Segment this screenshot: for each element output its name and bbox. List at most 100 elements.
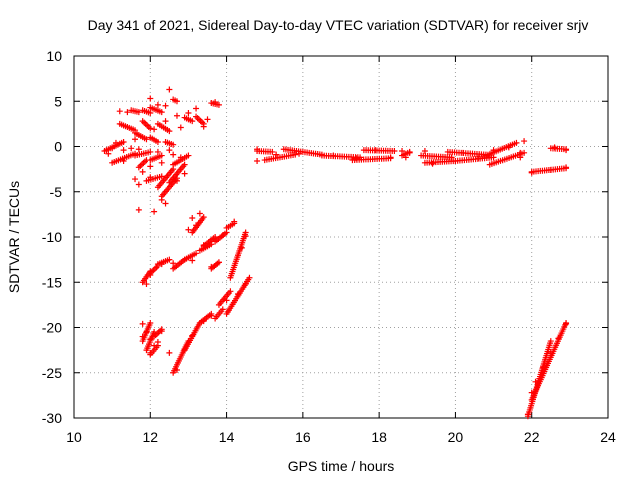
data-point	[391, 148, 398, 155]
data-point	[200, 318, 207, 325]
y-tick-label: 5	[54, 93, 62, 109]
data-point	[330, 152, 337, 159]
data-point	[154, 338, 161, 345]
data-point	[162, 102, 169, 109]
data-point	[162, 118, 169, 125]
y-tick-label: -25	[42, 365, 62, 381]
x-axis-label: GPS time / hours	[288, 458, 395, 474]
data-point	[292, 151, 299, 158]
data-point	[246, 274, 253, 281]
y-tick-labels: 10 5 0 -5 -10 -15 -20 -25 -30	[42, 48, 62, 426]
data-point	[254, 146, 261, 153]
y-tick-label: 0	[54, 139, 62, 155]
data-point	[124, 109, 131, 116]
data-point	[181, 161, 188, 168]
data-point	[143, 136, 150, 143]
data-point	[151, 208, 158, 215]
axis-ticks	[73, 55, 609, 419]
data-point	[147, 148, 154, 155]
data-point	[135, 181, 142, 188]
data-point	[219, 232, 226, 239]
data-point	[158, 261, 165, 268]
data-point	[147, 110, 154, 117]
data-point	[139, 333, 146, 340]
x-tick-label: 14	[219, 429, 235, 445]
data-point	[212, 99, 219, 106]
data-point	[154, 138, 161, 145]
data-point	[189, 214, 196, 221]
data-point	[254, 157, 261, 164]
data-point	[200, 242, 207, 249]
data-point	[528, 169, 535, 176]
data-point	[181, 170, 188, 177]
data-point	[109, 145, 116, 152]
data-point	[547, 338, 554, 345]
y-tick-label: -10	[42, 229, 62, 245]
data-point	[563, 164, 570, 171]
data-point	[147, 95, 154, 102]
data-point	[540, 364, 547, 371]
x-tick-label: 16	[295, 429, 311, 445]
data-point	[132, 176, 139, 183]
data-point	[185, 226, 192, 233]
data-point	[460, 149, 467, 156]
data-point	[193, 105, 200, 112]
data-point	[135, 146, 142, 153]
data-point	[204, 116, 211, 123]
data-point	[475, 155, 482, 162]
data-point	[139, 168, 146, 175]
data-points	[101, 86, 570, 420]
data-point	[235, 291, 242, 298]
data-point	[563, 320, 570, 327]
data-point	[273, 151, 280, 158]
data-point	[242, 281, 249, 288]
data-point	[166, 147, 173, 154]
x-tick-label: 20	[448, 429, 464, 445]
data-point	[547, 349, 554, 356]
data-point	[166, 256, 173, 263]
data-point	[139, 320, 146, 327]
x-tick-label: 24	[600, 429, 616, 445]
data-point	[196, 210, 203, 217]
data-point	[147, 349, 154, 356]
data-point	[189, 118, 196, 125]
data-point	[532, 378, 539, 385]
data-point	[189, 332, 196, 339]
data-point	[147, 125, 154, 132]
data-point	[189, 257, 196, 264]
data-point	[170, 141, 177, 148]
chart-title: Day 341 of 2021, Sidereal Day-to-day VTE…	[88, 17, 589, 33]
data-point	[151, 126, 158, 133]
data-point	[105, 150, 112, 157]
data-point	[429, 160, 436, 167]
data-point	[158, 159, 165, 166]
x-tick-label: 10	[66, 429, 82, 445]
data-point	[406, 149, 413, 156]
data-point	[193, 250, 200, 257]
data-point	[219, 306, 226, 313]
data-point	[547, 167, 554, 174]
data-point	[166, 128, 173, 135]
data-point	[170, 260, 177, 267]
y-axis-label: SDTVAR / TECUs	[6, 181, 22, 293]
data-point	[296, 150, 303, 157]
data-point	[399, 148, 406, 155]
data-point	[555, 335, 562, 342]
data-point	[215, 259, 222, 266]
x-tick-label: 18	[371, 429, 387, 445]
data-point	[158, 196, 165, 203]
data-point	[223, 297, 230, 304]
y-tick-label: -20	[42, 320, 62, 336]
data-point	[193, 222, 200, 229]
data-point	[151, 342, 158, 349]
data-point	[177, 124, 184, 131]
data-point	[212, 235, 219, 242]
data-point	[147, 174, 154, 181]
data-point	[524, 411, 531, 418]
data-point	[116, 108, 123, 115]
data-point	[181, 346, 188, 353]
data-point	[147, 272, 154, 279]
data-point	[158, 328, 165, 335]
data-point	[200, 214, 207, 221]
data-point	[135, 109, 142, 116]
